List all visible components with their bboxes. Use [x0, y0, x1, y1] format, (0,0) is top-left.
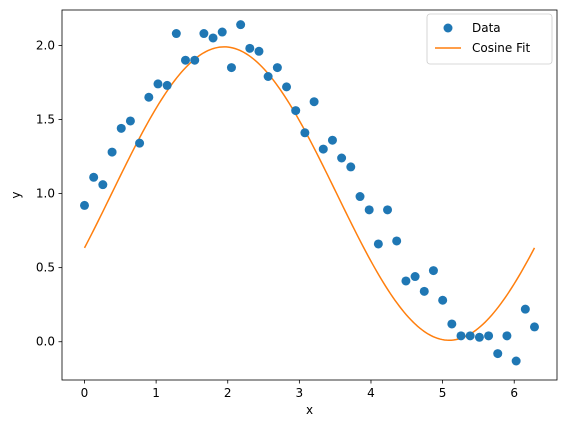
data-point: [337, 153, 347, 163]
data-point: [327, 135, 337, 145]
data-point: [438, 295, 448, 305]
data-point: [180, 55, 190, 65]
x-tick-label: 2: [224, 386, 232, 400]
x-tick-label: 6: [510, 386, 518, 400]
data-point: [135, 138, 145, 148]
y-tick-label: 1.5: [36, 112, 55, 126]
legend-box: [426, 13, 553, 65]
data-point: [190, 55, 200, 65]
data-point: [245, 43, 255, 53]
data-point: [465, 331, 475, 341]
legend-label-cosine-fit: Cosine Fit: [472, 41, 530, 55]
data-point: [373, 239, 383, 249]
data-point: [291, 106, 301, 116]
x-tick-label: 1: [152, 386, 160, 400]
data-point: [171, 29, 181, 39]
data-point: [226, 63, 236, 73]
data-point: [447, 319, 457, 329]
data-point: [474, 332, 484, 342]
data-point: [493, 349, 503, 359]
data-point: [502, 331, 512, 341]
x-axis-label: x: [306, 403, 313, 417]
legend-label-data: Data: [472, 21, 501, 35]
legend-marker-data: [443, 23, 453, 33]
data-point: [410, 272, 420, 282]
y-tick-label: 0.0: [36, 335, 55, 349]
data-point: [364, 205, 374, 215]
x-tick-label: 0: [81, 386, 89, 400]
data-point: [282, 82, 292, 92]
data-point: [456, 331, 466, 341]
legend: Data Cosine Fit: [426, 13, 553, 65]
data-point: [401, 276, 411, 286]
data-point: [309, 97, 319, 107]
y-tick-label: 0.5: [36, 261, 55, 275]
data-point: [199, 29, 209, 39]
data-point: [153, 79, 163, 89]
x-tick-label: 3: [296, 386, 304, 400]
data-point: [208, 33, 218, 43]
data-point: [162, 80, 172, 90]
data-point: [300, 128, 310, 138]
data-point: [419, 286, 429, 296]
data-point: [80, 200, 90, 210]
y-axis-label: y: [9, 191, 23, 198]
data-point: [520, 304, 530, 314]
plot-area: [80, 20, 539, 366]
data-point: [236, 20, 246, 30]
data-point: [383, 205, 393, 215]
data-point: [346, 162, 356, 172]
data-point: [272, 63, 282, 73]
axes-frame: [61, 9, 558, 381]
data-point: [217, 27, 227, 37]
data-point: [254, 46, 264, 56]
data-point: [116, 123, 126, 133]
data-point: [392, 236, 402, 246]
data-point: [511, 356, 521, 366]
data-point: [98, 180, 108, 190]
data-point: [318, 144, 328, 154]
y-tick-label: 2.0: [36, 38, 55, 52]
data-point: [89, 172, 99, 182]
data-point: [125, 116, 135, 126]
data-point: [484, 331, 494, 341]
y-tick-label: 1.0: [36, 187, 55, 201]
axis-ticks: 0 1 2 3 4 5 6 0.0 0.5 1.0 1.5 2.0: [36, 38, 518, 400]
data-point: [144, 92, 154, 102]
data-point: [107, 147, 117, 157]
x-tick-label: 5: [439, 386, 447, 400]
data-point: [428, 266, 438, 276]
data-point: [529, 322, 539, 332]
data-point: [355, 192, 365, 202]
x-tick-label: 4: [367, 386, 375, 400]
data-point: [263, 72, 273, 82]
